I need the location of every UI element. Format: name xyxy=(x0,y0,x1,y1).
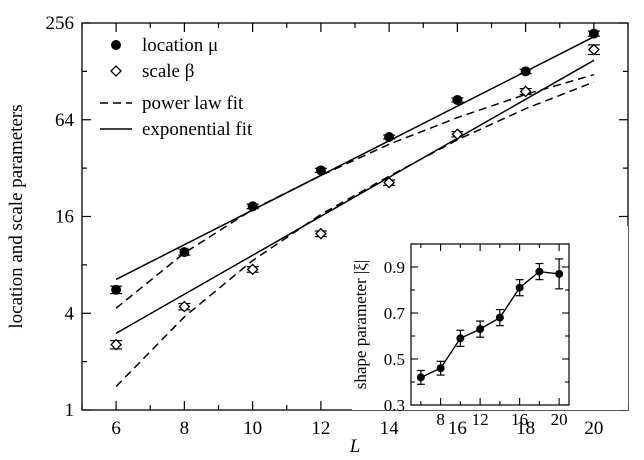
inset-plot-frame xyxy=(410,243,570,406)
legend-label: power law fit xyxy=(142,93,244,114)
scale-point xyxy=(314,227,327,240)
inset-y-axis: 0.3 0.5 0.7 0.9 xyxy=(384,243,569,415)
legend-label: scale β xyxy=(142,61,194,82)
legend-location-marker xyxy=(111,40,121,50)
inset-line xyxy=(420,270,560,379)
scale-point xyxy=(587,43,600,56)
inset-y-tick-label: 0.3 xyxy=(384,396,405,415)
inset-point xyxy=(555,269,564,278)
inset-y-tick-label: 0.5 xyxy=(384,350,405,369)
legend-label: exponential fit xyxy=(142,119,253,140)
inset-x-tick-label: 12 xyxy=(472,410,489,429)
y-axis-title: location and scale parameters xyxy=(6,104,27,328)
inset-x-tick-label: 8 xyxy=(436,410,445,429)
scale-point xyxy=(451,128,464,141)
inset-point xyxy=(535,267,544,276)
y-tick-label: 4 xyxy=(65,303,75,324)
inset-background xyxy=(352,226,628,410)
x-tick-label: 8 xyxy=(180,418,190,439)
location-point xyxy=(315,165,326,176)
inset-y-axis-title: shape parameter |ξ| xyxy=(351,260,370,390)
data-points xyxy=(110,28,600,351)
x-tick-label: 16 xyxy=(448,418,467,439)
y-tick-label: 64 xyxy=(55,110,75,131)
y-tick-label: 256 xyxy=(46,13,75,34)
location-point xyxy=(179,247,190,258)
location-point xyxy=(452,94,463,105)
inset-point xyxy=(515,283,524,292)
x-tick-label: 20 xyxy=(584,418,603,439)
x-axis-title: L xyxy=(349,436,361,457)
scale-point xyxy=(178,300,191,313)
legend-scale-marker xyxy=(110,65,122,77)
y-tick-label: 16 xyxy=(55,207,74,228)
inset-point xyxy=(436,364,445,373)
inset-point xyxy=(476,325,485,334)
inset-x-tick-label: 20 xyxy=(551,410,568,429)
location-point xyxy=(520,66,531,77)
inset-y-tick-label: 0.9 xyxy=(384,258,405,277)
location-point xyxy=(384,131,395,142)
location-point xyxy=(111,284,122,295)
fit-lines xyxy=(115,36,595,388)
exponential-fit-line xyxy=(115,59,595,334)
power-law-fit-line xyxy=(115,81,595,388)
legend-label: location μ xyxy=(142,35,218,56)
x-tick-label: 6 xyxy=(111,418,121,439)
y-tick-label: 1 xyxy=(65,400,75,421)
x-tick-label: 18 xyxy=(516,418,535,439)
scale-point xyxy=(246,263,259,276)
inset-y-tick-label: 0.7 xyxy=(384,304,406,323)
x-tick-label: 10 xyxy=(243,418,262,439)
exponential-fit-line xyxy=(115,36,595,281)
x-tick-label: 12 xyxy=(311,418,330,439)
inset-x-tick-label: 16 xyxy=(511,410,528,429)
location-point xyxy=(247,201,258,212)
scale-point xyxy=(383,176,396,189)
scale-point xyxy=(110,338,123,351)
inset-series xyxy=(416,258,564,385)
inset-plot: 8 12 16 20 0.3 0.5 0.7 0.9 shape parameter |ξ| xyxy=(351,226,628,429)
inset-point xyxy=(495,313,504,322)
inset-x-axis: 8 12 16 20 xyxy=(420,244,568,429)
legend: location μ scale β power law fit exponentia… xyxy=(100,35,253,140)
location-point xyxy=(588,28,599,39)
inset-point xyxy=(456,334,465,343)
main-y-axis: 1 4 16 64 256 xyxy=(46,13,628,421)
x-tick-label: 14 xyxy=(380,418,400,439)
scale-point xyxy=(519,85,532,98)
inset-point xyxy=(416,373,425,382)
main-x-axis: 6 8 10 12 14 16 18 20 xyxy=(81,23,629,439)
